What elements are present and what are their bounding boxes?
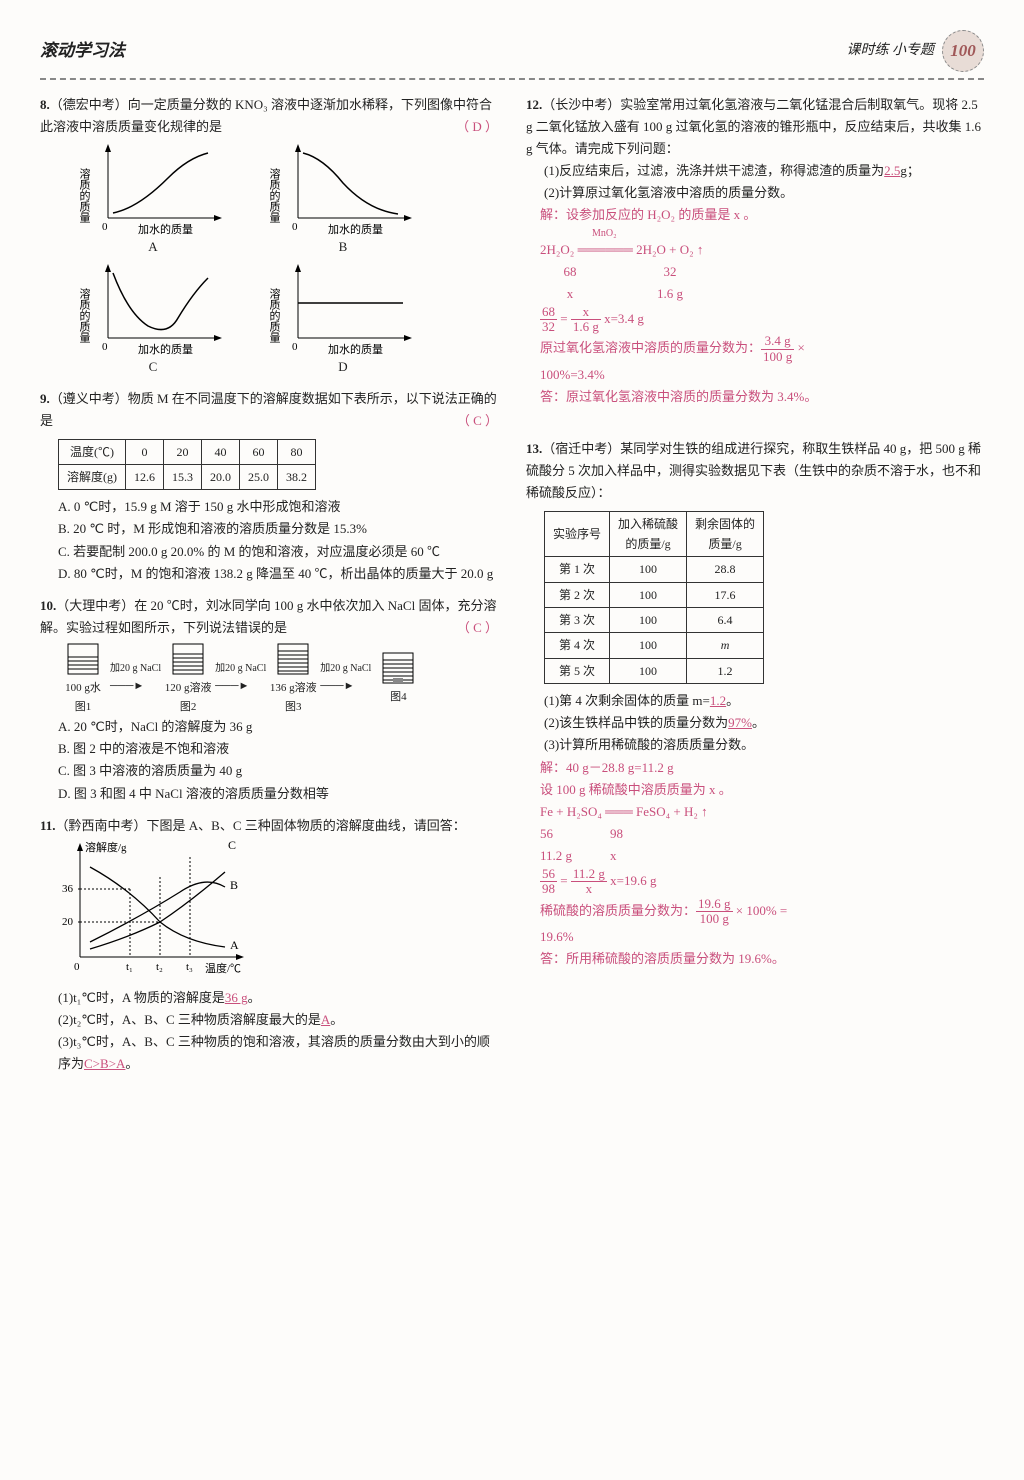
svg-text:t₃: t₃ (186, 961, 193, 973)
q11-text: （黔西南中考）下图是 A、B、C 三种固体物质的溶解度曲线，请回答： (56, 818, 466, 833)
question-12: 12.（长沙中考）实验室常用过氧化氢溶液与二氧化锰混合后制取氧气。现将 2.5 … (526, 94, 984, 408)
q10-opt-a: A. 20 ℃时，NaCl 的溶解度为 36 g (58, 716, 498, 738)
svg-text:t₁: t₁ (126, 961, 133, 973)
svg-text:溶质的质量: 溶质的质量 (268, 167, 281, 223)
q9-opt-c: C. 若要配制 200.0 g 20.0% 的 M 的饱和溶液，对应温度必须是 … (58, 541, 498, 563)
left-column: 8.（德宏中考）向一定质量分数的 KNO₃ 溶液中逐渐加水稀释，下列图像中符合此… (40, 94, 498, 1085)
q12-solution: 解：设参加反应的 H₂O₂ 的质量是 x 。 MnO₂ 2H₂O₂ ══════… (540, 204, 984, 408)
q8-graph-c: 溶质的质量 0 加水的质量 C (58, 258, 248, 378)
page-number-badge: 100 (942, 30, 984, 72)
svg-text:C: C (228, 838, 236, 852)
svg-text:溶质的质量: 溶质的质量 (78, 287, 91, 343)
svg-text:溶质的质量: 溶质的质量 (78, 167, 91, 223)
question-10: 10.（大理中考）在 20 ℃时，刘冰同学向 100 g 水中依次加入 NaCl… (40, 595, 498, 805)
svg-text:加水的质量: 加水的质量 (138, 222, 193, 236)
q9-opt-b: B. 20 ℃ 时，M 形成饱和溶液的溶质质量分数是 15.3% (58, 518, 498, 540)
header-title-right: 课时练 小专题 (847, 39, 935, 63)
q9-answer: （ C ） (457, 410, 498, 432)
q8-graph-d: 溶质的质量 0 加水的质量 D (248, 258, 438, 378)
svg-text:0: 0 (102, 221, 108, 233)
q8-answer: （ D ） (456, 116, 498, 138)
q11-ans2: A (321, 1012, 330, 1027)
q9-text: （遵义中考）物质 M 在不同温度下的溶解度数据如下表所示，以下说法正确的是 (40, 391, 497, 428)
svg-text:0: 0 (102, 341, 108, 353)
svg-text:0: 0 (292, 341, 298, 353)
svg-text:B: B (230, 878, 238, 892)
svg-text:0: 0 (292, 221, 298, 233)
svg-text:加水的质量: 加水的质量 (328, 222, 383, 236)
q9-table: 温度(℃)020406080 溶解度(g)12.615.320.025.038.… (58, 439, 316, 491)
q12-ans1: 2.5 (884, 163, 900, 178)
q11-ans3: C>B>A (84, 1056, 125, 1071)
svg-text:0: 0 (74, 961, 80, 973)
right-column: 12.（长沙中考）实验室常用过氧化氢溶液与二氧化锰混合后制取氧气。现将 2.5 … (526, 94, 984, 1085)
question-11: 11.（黔西南中考）下图是 A、B、C 三种固体物质的溶解度曲线，请回答： 溶解… (40, 815, 498, 1075)
q13-text: （宿迁中考）某同学对生铁的组成进行探究，称取生铁样品 40 g，把 500 g … (526, 441, 981, 500)
svg-text:溶解度/g: 溶解度/g (85, 840, 127, 854)
q9-opt-a: A. 0 ℃时，15.9 g M 溶于 150 g 水中形成饱和溶液 (58, 496, 498, 518)
q13-solution: 解：40 g－28.8 g=11.2 g 设 100 g 稀硫酸中溶质质量为 x… (540, 757, 984, 971)
q13-table: 实验序号 加入稀硫酸 的质量/g 剩余固体的 质量/g 第 1 次10028.8… (544, 511, 764, 685)
q13-ans1: 1.2 (710, 693, 726, 708)
q10-opt-d: D. 图 3 和图 4 中 NaCl 溶液的溶质质量分数相等 (58, 783, 498, 805)
q11-ans1: 36 g (225, 990, 248, 1005)
q10-opt-c: C. 图 3 中溶液的溶质质量为 40 g (58, 760, 498, 782)
q9-opt-d: D. 80 ℃时，M 的饱和溶液 138.2 g 降温至 40 ℃，析出晶体的质… (58, 563, 498, 585)
svg-text:A: A (230, 938, 239, 952)
svg-text:温度/℃: 温度/℃ (205, 961, 241, 975)
q10-text: （大理中考）在 20 ℃时，刘冰同学向 100 g 水中依次加入 NaCl 固体… (40, 598, 496, 635)
header-title-left: 滚动学习法 (40, 37, 125, 66)
svg-text:加水的质量: 加水的质量 (328, 342, 383, 356)
q12-text: （长沙中考）实验室常用过氧化氢溶液与二氧化锰混合后制取氧气。现将 2.5 g 二… (526, 97, 981, 156)
svg-text:加水的质量: 加水的质量 (138, 342, 193, 356)
q11-chart: 溶解度/g 温度/℃ 36 20 0 t₁ t₂ t₃ C B A (40, 837, 260, 987)
svg-text:36: 36 (62, 883, 74, 895)
q10-opt-b: B. 图 2 中的溶液是不饱和溶液 (58, 738, 498, 760)
question-9: 9.（遵义中考）物质 M 在不同温度下的溶解度数据如下表所示，以下说法正确的是 … (40, 388, 498, 584)
q10-diagram: 100 g水图1 加20 g NaCl───► 120 g溶液图2 加20 g … (58, 639, 498, 716)
q8-text: （德宏中考）向一定质量分数的 KNO₃ 溶液中逐渐加水稀释，下列图像中符合此溶液… (40, 97, 492, 134)
q8-graph-a: 溶质的质量 0 加水的质量 A (58, 138, 248, 258)
question-8: 8.（德宏中考）向一定质量分数的 KNO₃ 溶液中逐渐加水稀释，下列图像中符合此… (40, 94, 498, 378)
q13-ans2: 97% (728, 715, 752, 730)
svg-text:溶质的质量: 溶质的质量 (268, 287, 281, 343)
q8-graph-b: 溶质的质量 0 加水的质量 B (248, 138, 438, 258)
svg-text:20: 20 (62, 916, 74, 928)
page-header: 滚动学习法 课时练 小专题 100 (40, 30, 984, 80)
question-13: 13.（宿迁中考）某同学对生铁的组成进行探究，称取生铁样品 40 g，把 500… (526, 438, 984, 970)
header-right-group: 课时练 小专题 100 (847, 30, 985, 72)
q10-answer: （ C ） (457, 617, 498, 639)
svg-text:t₂: t₂ (156, 961, 163, 973)
